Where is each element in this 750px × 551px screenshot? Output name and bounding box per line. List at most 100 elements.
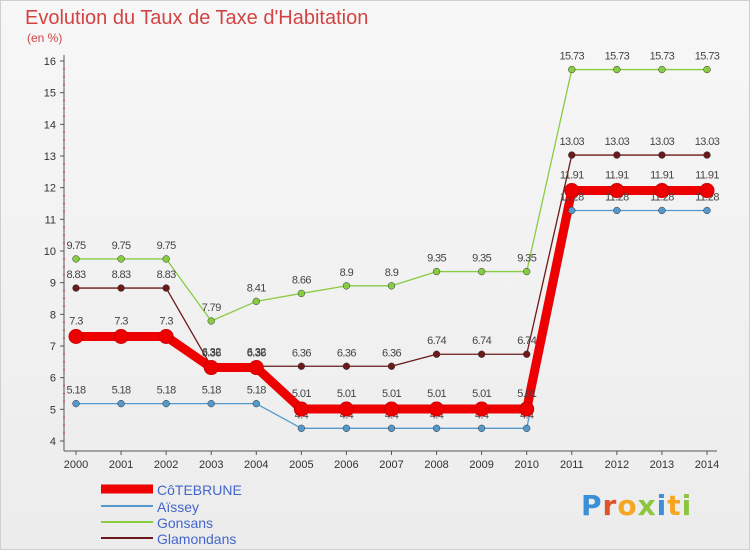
logo-letter: i [681, 489, 693, 522]
logo-letter: o [617, 489, 638, 522]
data-point [699, 183, 715, 199]
data-label: 5.01 [472, 388, 491, 400]
y-tick-label: 8 [50, 309, 56, 321]
legend-label: Gonsans [157, 515, 213, 531]
data-label: 5.01 [292, 388, 311, 400]
series-line [76, 186, 707, 414]
data-point [297, 362, 306, 370]
x-tick-label: 2003 [199, 459, 223, 471]
data-label: 13.03 [560, 136, 585, 148]
data-label: 5.01 [382, 388, 401, 400]
y-tick-label: 6 [50, 373, 56, 385]
data-point [477, 267, 486, 276]
data-point [207, 399, 215, 408]
data-label: 15.73 [605, 51, 630, 63]
data-point [703, 65, 711, 74]
proxiti-logo: Proxiti [581, 489, 692, 522]
x-tick-label: 2006 [334, 459, 358, 471]
data-point [613, 206, 621, 215]
data-point [477, 424, 486, 432]
data-point [162, 399, 170, 408]
data-point [387, 362, 396, 370]
data-point [523, 350, 531, 358]
data-point [248, 360, 264, 376]
x-tick-label: 2008 [424, 459, 448, 471]
x-tick-label: 2005 [289, 459, 313, 471]
data-point [72, 284, 80, 292]
data-point [162, 284, 170, 292]
x-tick-label: 2004 [244, 459, 268, 471]
data-point [342, 424, 351, 432]
data-label: 6.36 [202, 347, 221, 359]
data-label: 6.36 [337, 347, 356, 359]
x-tick-label: 2013 [650, 459, 674, 471]
logo-letter: P [581, 489, 603, 522]
data-label: 5.18 [202, 385, 221, 397]
data-point [432, 350, 441, 358]
data-label: 7.3 [69, 316, 83, 328]
data-label: 8.83 [112, 269, 131, 281]
data-point [429, 401, 445, 417]
data-label: 6.36 [292, 347, 311, 359]
data-label: 5.01 [427, 388, 446, 400]
data-point [613, 65, 621, 74]
data-point [703, 206, 711, 215]
data-point [297, 424, 306, 432]
data-label: 13.03 [650, 136, 675, 148]
data-point [252, 399, 260, 408]
y-tick-label: 9 [50, 278, 56, 290]
data-label: 13.03 [605, 136, 630, 148]
data-label: 7.3 [159, 316, 173, 328]
data-point [474, 401, 490, 417]
x-tick-label: 2002 [154, 459, 178, 471]
logo-letter: r [602, 489, 618, 522]
data-point [384, 401, 399, 417]
data-point [207, 317, 215, 325]
data-point [609, 183, 625, 199]
data-point [158, 329, 174, 344]
data-point [117, 284, 125, 292]
data-point [564, 183, 580, 199]
legend-label: Aïssey [157, 499, 199, 515]
data-label: 9.75 [66, 240, 85, 252]
logo-letter: i [656, 489, 668, 522]
data-label: 6.36 [247, 347, 266, 359]
data-point [387, 424, 396, 432]
x-tick-label: 2009 [469, 459, 493, 471]
logo-letter: x [637, 489, 657, 522]
y-tick-label: 12 [44, 183, 56, 195]
y-tick-label: 13 [44, 151, 56, 163]
data-point [203, 360, 219, 376]
data-point [252, 297, 260, 306]
data-label: 8.41 [247, 282, 266, 294]
y-tick-label: 11 [45, 214, 56, 226]
data-label: 8.9 [385, 267, 399, 279]
data-label: 6.32 [247, 347, 266, 359]
y-tick-label: 10 [44, 246, 56, 258]
x-tick-label: 2010 [514, 459, 538, 471]
data-label: 5.18 [157, 385, 176, 397]
x-tick-label: 2001 [109, 459, 133, 471]
data-label: 15.73 [560, 51, 585, 63]
data-point [72, 255, 80, 263]
x-tick-label: 2011 [560, 459, 584, 471]
data-point [117, 255, 125, 263]
data-point [113, 329, 129, 344]
data-label: 11.91 [650, 170, 674, 182]
y-tick-label: 14 [44, 119, 56, 131]
data-point [387, 282, 396, 290]
data-point [613, 151, 621, 159]
data-label: 8.83 [157, 269, 176, 281]
y-tick-label: 7 [50, 341, 56, 353]
data-point [72, 399, 80, 408]
chart-title: Evolution du Taux de Taxe d'Habitation [25, 7, 369, 29]
data-label: 6.74 [472, 335, 491, 347]
data-point [519, 401, 535, 417]
data-label: 11.91 [605, 170, 629, 182]
legend-label: CôTEBRUNE [157, 482, 242, 498]
data-label: 7.79 [202, 302, 221, 314]
data-label: 8.66 [292, 274, 311, 286]
data-point [117, 399, 125, 408]
data-point [658, 65, 666, 74]
data-label: 15.73 [695, 51, 720, 63]
